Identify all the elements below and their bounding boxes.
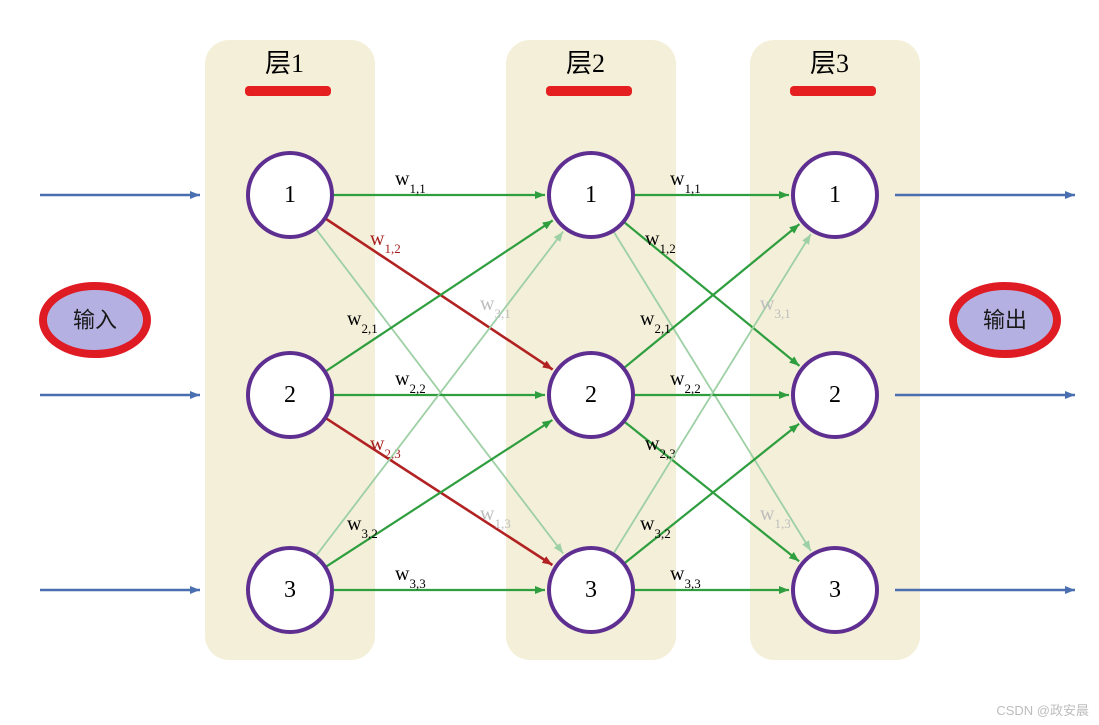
neuron-label: 2 [284, 382, 296, 408]
title-underline [245, 86, 331, 96]
neuron-label: 2 [585, 382, 597, 408]
output-label: 输出 [983, 308, 1027, 333]
neuron-label: 3 [284, 577, 296, 603]
neural-net-diagram: w1,1w1,2w2,1w2,2w2,3w3,1w3,2w3,3w1,3w1,1… [0, 0, 1099, 725]
weight-label: w2,2 [395, 368, 426, 396]
title-underline [546, 86, 632, 96]
neuron-label: 1 [284, 182, 296, 208]
neuron-label: 2 [829, 382, 841, 408]
neuron-label: 1 [585, 182, 597, 208]
neuron-label: 3 [829, 577, 841, 603]
neuron-label: 1 [829, 182, 841, 208]
title-underline [790, 86, 876, 96]
watermark: CSDN @政安晨 [996, 700, 1089, 719]
layer-title: 层1 [265, 49, 304, 78]
layer-title: 层3 [810, 49, 849, 78]
neuron-label: 3 [585, 577, 597, 603]
input-label: 输入 [73, 308, 117, 333]
weight-label: w1,1 [395, 168, 426, 196]
layer-title: 层2 [566, 49, 605, 78]
weight-label: w3,3 [395, 563, 426, 591]
